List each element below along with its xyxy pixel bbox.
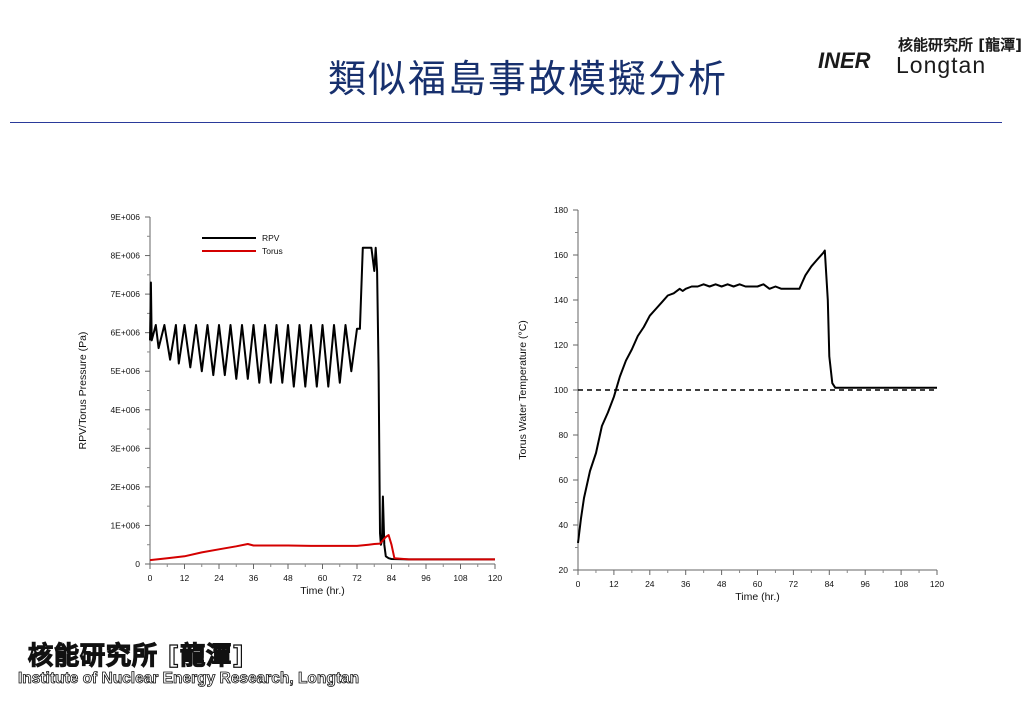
x-tick-label: 0 bbox=[576, 579, 581, 589]
x-tick-label: 108 bbox=[894, 579, 908, 589]
series-rpv-line bbox=[149, 246, 495, 561]
y-axis-label: Torus Water Temperature (°C) bbox=[517, 320, 529, 460]
y-tick-label: 40 bbox=[559, 520, 569, 530]
x-tick-label: 84 bbox=[825, 579, 835, 589]
y-tick-label: 6E+006 bbox=[110, 328, 140, 338]
y-tick-label: 2E+006 bbox=[110, 482, 140, 492]
x-tick-label: 36 bbox=[681, 579, 691, 589]
x-tick-label: 72 bbox=[789, 579, 799, 589]
x-tick-label: 12 bbox=[180, 573, 190, 583]
x-tick-label: 24 bbox=[645, 579, 655, 589]
x-tick-label: 0 bbox=[148, 573, 153, 583]
x-tick-label: 24 bbox=[214, 573, 224, 583]
x-tick-label: 12 bbox=[609, 579, 619, 589]
temperature-chart: 20 40 60 80 100 120 140 160 180 0 12 24 36 48 60 72 84 96… bbox=[517, 205, 944, 603]
x-tick-label: 72 bbox=[352, 573, 362, 583]
footer-name-cn: 核能研究所 [龍潭] bbox=[27, 640, 245, 670]
y-tick-label: 4E+006 bbox=[110, 405, 140, 415]
y-tick-label: 100 bbox=[554, 385, 568, 395]
x-tick-label: 48 bbox=[717, 579, 727, 589]
pressure-chart: 0 1E+006 2E+006 3E+006 4E+006 5E+006 6E+006 7E+… bbox=[77, 212, 502, 597]
y-tick-label: 3E+006 bbox=[110, 443, 140, 453]
footer-logo: 核能研究所 [龍潭] Institute of Nuclear Energy R… bbox=[18, 636, 418, 696]
legend-label-torus: Torus bbox=[262, 246, 283, 256]
y-tick-label: 1E+006 bbox=[110, 520, 140, 530]
y-tick-label: 8E+006 bbox=[110, 251, 140, 261]
x-axis-label: Time (hr.) bbox=[735, 591, 780, 603]
y-tick-label: 7E+006 bbox=[110, 289, 140, 299]
y-tick-label: 5E+006 bbox=[110, 366, 140, 376]
y-axis-label: RPV/Torus Pressure (Pa) bbox=[77, 332, 89, 450]
y-tick-label: 160 bbox=[554, 250, 568, 260]
footer-name-en: Institute of Nuclear Energy Research, Lo… bbox=[18, 670, 360, 688]
x-tick-label: 60 bbox=[753, 579, 763, 589]
x-tick-label: 84 bbox=[387, 573, 397, 583]
series-line bbox=[577, 249, 937, 544]
x-tick-label: 48 bbox=[283, 573, 293, 583]
y-tick-label: 80 bbox=[559, 430, 569, 440]
x-tick-label: 120 bbox=[488, 573, 502, 583]
y-tick-label: 0 bbox=[135, 559, 140, 569]
y-tick-label: 120 bbox=[554, 340, 568, 350]
y-tick-label: 180 bbox=[554, 205, 568, 215]
x-tick-label: 96 bbox=[860, 579, 870, 589]
x-tick-label: 60 bbox=[318, 573, 328, 583]
iner-logo: INER 核能研究所 [龍潭] Longtan bbox=[818, 30, 1022, 80]
x-tick-label: 108 bbox=[453, 573, 467, 583]
y-tick-label: 20 bbox=[559, 565, 569, 575]
x-tick-label: 36 bbox=[249, 573, 259, 583]
y-tick-label: 9E+006 bbox=[110, 212, 140, 222]
series-torus-line bbox=[149, 534, 495, 562]
slide-title: 類似福島事故模擬分析 bbox=[328, 57, 729, 101]
logo-mark: INER bbox=[818, 48, 871, 73]
x-tick-label: 96 bbox=[421, 573, 431, 583]
y-tick-label: 140 bbox=[554, 295, 568, 305]
logo-name-en: Longtan bbox=[896, 52, 987, 78]
title-divider bbox=[10, 122, 1002, 123]
legend-label-rpv: RPV bbox=[262, 233, 280, 243]
x-tick-label: 120 bbox=[930, 579, 944, 589]
logo-name-cn: 核能研究所 [龍潭] bbox=[898, 36, 1022, 54]
x-axis-label: Time (hr.) bbox=[300, 585, 345, 597]
y-tick-label: 60 bbox=[559, 475, 569, 485]
